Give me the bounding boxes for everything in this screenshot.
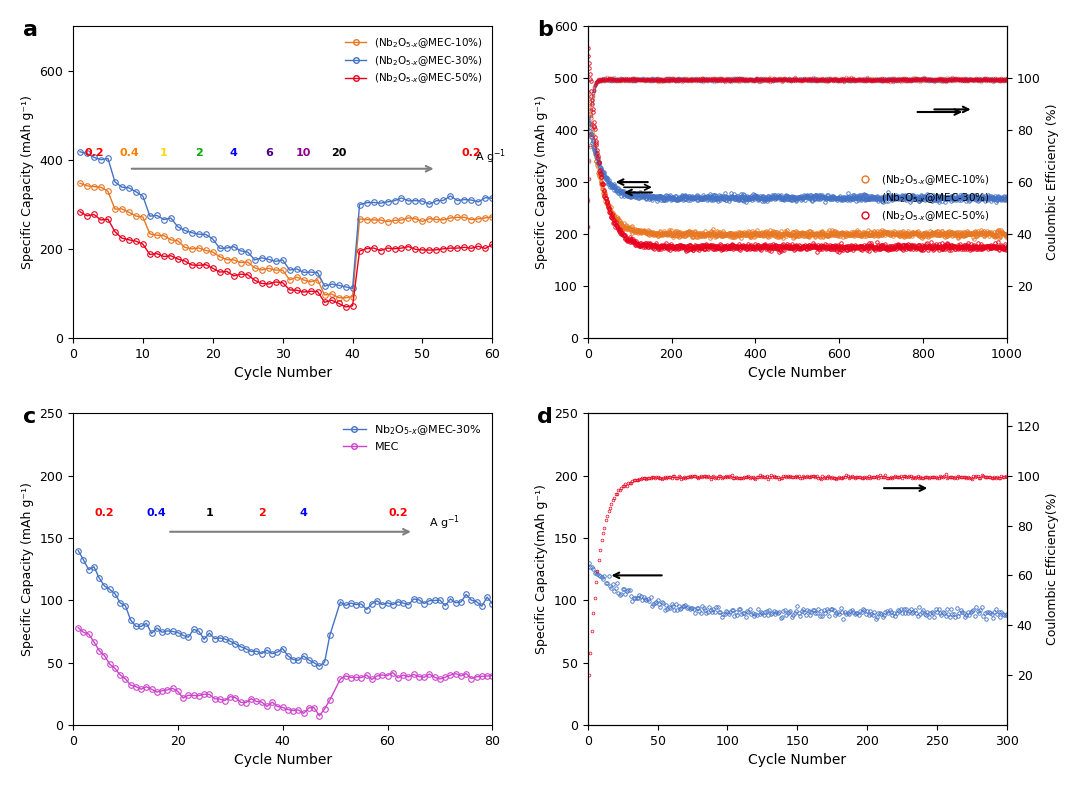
Legend: Nb$_2$O$_{5\text{-}x}$@MEC-30%, MEC: Nb$_2$O$_{5\text{-}x}$@MEC-30%, MEC xyxy=(339,419,487,456)
Text: 0.2: 0.2 xyxy=(95,508,114,518)
Text: A g$^{-1}$: A g$^{-1}$ xyxy=(430,514,460,533)
Text: 0.4: 0.4 xyxy=(147,508,166,518)
X-axis label: Cycle Number: Cycle Number xyxy=(748,366,847,380)
Text: 1: 1 xyxy=(160,148,167,158)
Text: 2: 2 xyxy=(194,148,203,158)
Y-axis label: Specific Capacity (mAh g⁻¹): Specific Capacity (mAh g⁻¹) xyxy=(21,95,33,269)
X-axis label: Cycle Number: Cycle Number xyxy=(233,366,332,380)
Text: 20: 20 xyxy=(330,148,347,158)
Text: 6: 6 xyxy=(265,148,272,158)
Text: 2: 2 xyxy=(258,508,266,518)
X-axis label: Cycle Number: Cycle Number xyxy=(233,753,332,768)
Text: 0.4: 0.4 xyxy=(119,148,138,158)
Y-axis label: Coulombic Efficiency(%): Coulombic Efficiency(%) xyxy=(1047,493,1059,645)
Text: 4: 4 xyxy=(230,148,238,158)
Text: c: c xyxy=(23,407,36,427)
Text: d: d xyxy=(538,407,553,427)
Text: 1: 1 xyxy=(205,508,213,518)
Text: 0.2: 0.2 xyxy=(461,148,482,158)
Text: A g$^{-1}$: A g$^{-1}$ xyxy=(475,147,505,166)
X-axis label: Cycle Number: Cycle Number xyxy=(748,753,847,768)
Text: a: a xyxy=(23,20,38,40)
Y-axis label: Specific Capacity (mAh g⁻¹): Specific Capacity (mAh g⁻¹) xyxy=(21,482,33,656)
Text: 10: 10 xyxy=(296,148,311,158)
Text: 4: 4 xyxy=(300,508,308,518)
Text: 0.2: 0.2 xyxy=(388,508,408,518)
Y-axis label: Specific Capacity (mAh g⁻¹): Specific Capacity (mAh g⁻¹) xyxy=(536,95,549,269)
Text: b: b xyxy=(538,20,553,40)
Legend: (Nb$_2$O$_{5\text{-}x}$@MEC-10%), (Nb$_2$O$_{5\text{-}x}$@MEC-30%), (Nb$_2$O$_{5: (Nb$_2$O$_{5\text{-}x}$@MEC-10%), (Nb$_2… xyxy=(852,169,994,227)
Y-axis label: Specific Capacity(mAh g⁻¹): Specific Capacity(mAh g⁻¹) xyxy=(536,484,549,654)
Text: 0.2: 0.2 xyxy=(84,148,104,158)
Legend: (Nb$_2$O$_{5\text{-}x}$@MEC-10%), (Nb$_2$O$_{5\text{-}x}$@MEC-30%), (Nb$_2$O$_{5: (Nb$_2$O$_{5\text{-}x}$@MEC-10%), (Nb$_2… xyxy=(341,32,487,90)
Y-axis label: Coulombic Efficiency (%): Coulombic Efficiency (%) xyxy=(1047,104,1059,260)
